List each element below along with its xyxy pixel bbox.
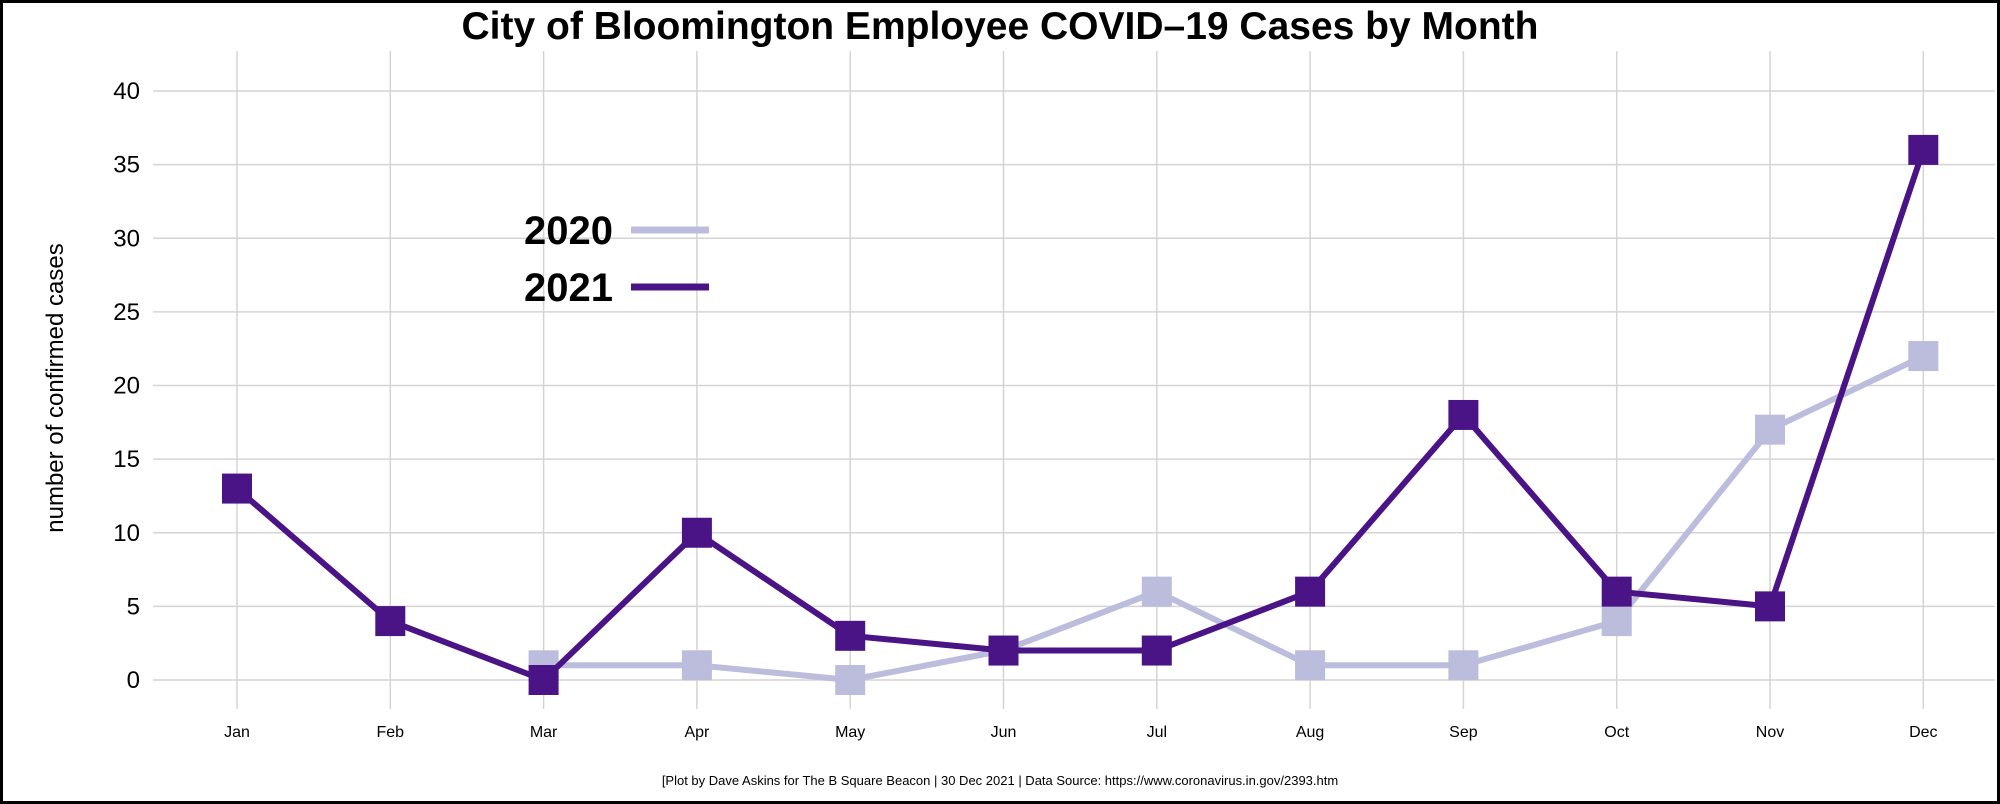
data-point-2021 — [988, 635, 1019, 666]
series-line-2021 — [235, 148, 1927, 683]
data-point-2021 — [1295, 576, 1326, 607]
y-tick-label: 5 — [127, 593, 140, 620]
y-tick-label: 20 — [113, 373, 140, 400]
data-point-2021 — [528, 665, 559, 695]
data-point-2020 — [1908, 341, 1939, 372]
y-tick-label: 30 — [113, 225, 140, 252]
chart-plot: 0 5 10 15 20 25 30 35 40 Jan Feb Mar Apr May Jun Jul Aug… — [42, 51, 1995, 741]
x-tick-label: Jan — [224, 724, 250, 741]
y-tick-label: 35 — [113, 152, 140, 179]
data-point-2021 — [1908, 134, 1939, 165]
data-point-2020 — [1601, 606, 1632, 637]
data-point-2020 — [835, 665, 866, 695]
x-tick-label: May — [835, 724, 865, 741]
data-point-2020 — [1448, 650, 1479, 681]
y-tick-label: 25 — [113, 299, 140, 326]
x-tick-label: Aug — [1296, 724, 1324, 741]
y-tick-label: 0 — [127, 667, 140, 694]
data-point-2021 — [1755, 591, 1785, 622]
legend-label: 2020 — [524, 209, 613, 253]
x-tick-label: Apr — [684, 724, 710, 741]
y-tick-label: 10 — [113, 520, 140, 547]
y-axis-title: number of confirmed cases — [42, 243, 69, 532]
x-tick-label: Jul — [1147, 724, 1167, 741]
data-point-2021 — [1601, 576, 1632, 607]
data-point-2021 — [1141, 635, 1172, 666]
x-tick-label: Sep — [1449, 724, 1478, 741]
x-tick-label: Nov — [1756, 724, 1784, 741]
data-point-2021 — [835, 620, 866, 651]
x-tick-label: Oct — [1604, 724, 1629, 741]
x-tick-label: Dec — [1909, 724, 1937, 741]
data-point-2021 — [375, 606, 406, 637]
data-point-2021 — [681, 517, 712, 548]
data-point-2021 — [222, 473, 252, 504]
y-tick-label: 40 — [113, 78, 140, 105]
data-point-2020 — [1755, 414, 1785, 445]
data-point-2020 — [681, 650, 712, 681]
x-tick-label: Feb — [377, 724, 405, 741]
series-line-2020 — [543, 353, 1925, 683]
data-point-2020 — [1295, 650, 1326, 681]
data-point-2020 — [1141, 576, 1172, 607]
x-tick-label: Jun — [991, 724, 1017, 741]
data-point-2021 — [1448, 399, 1479, 430]
chart-title: City of Bloomington Employee COVID–19 Ca… — [461, 5, 1539, 48]
chart-caption: [Plot by Dave Askins for The B Square Be… — [661, 773, 1339, 788]
legend-label: 2021 — [524, 266, 613, 310]
x-tick-label: Mar — [530, 724, 558, 741]
y-tick-label: 15 — [113, 446, 140, 473]
